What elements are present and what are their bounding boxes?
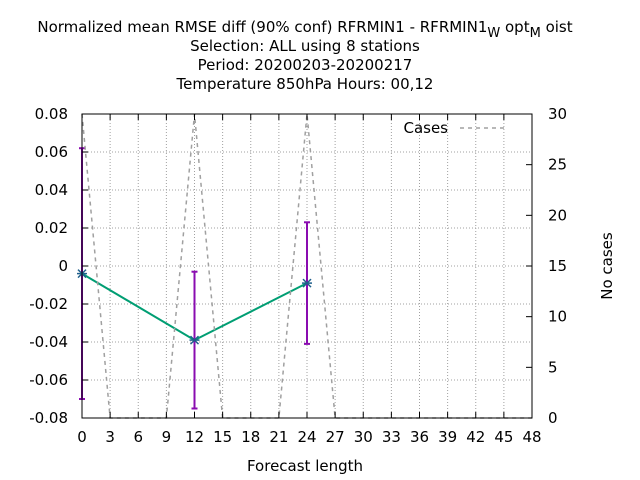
x-tick-label: 33: [382, 428, 401, 446]
x-tick-label: 12: [185, 428, 204, 446]
data-point: [302, 278, 312, 288]
y2-tick-label: 10: [548, 308, 567, 326]
y2-tick-label: 5: [548, 358, 558, 376]
y2-tick-label: 20: [548, 206, 567, 224]
x-axis-label: Forecast length: [247, 457, 363, 475]
chart-title-line: Normalized mean RMSE diff (90% conf) RFR…: [37, 18, 572, 41]
y-tick-label: -0.04: [29, 333, 68, 351]
x-tick-label: 42: [466, 428, 485, 446]
x-tick-label: 24: [297, 428, 316, 446]
x-tick-label: 27: [326, 428, 345, 446]
x-tick-label: 3: [105, 428, 115, 446]
chart-title-line: Temperature 850hPa Hours: 00,12: [176, 75, 434, 93]
y-tick-label: -0.08: [29, 409, 68, 427]
x-tick-label: 36: [410, 428, 429, 446]
x-tick-label: 9: [162, 428, 172, 446]
y2-tick-label: 0: [548, 409, 558, 427]
data-point: [189, 335, 200, 345]
chart-title-line: Period: 20200203-20200217: [198, 56, 413, 74]
x-tick-label: 39: [438, 428, 457, 446]
y-tick-label: -0.02: [29, 295, 68, 313]
legend-label: Cases: [403, 119, 448, 137]
y-tick-label: 0: [58, 257, 68, 275]
chart-title: Normalized mean RMSE diff (90% conf) RFR…: [37, 18, 572, 93]
x-tick-label: 30: [354, 428, 373, 446]
x-tick-label: 21: [269, 428, 288, 446]
y-tick-label: 0.02: [35, 219, 68, 237]
x-tick-label: 45: [494, 428, 513, 446]
y2-tick-label: 30: [548, 105, 567, 123]
y2-axis-label: No cases: [598, 232, 616, 300]
y2-tick-label: 25: [548, 156, 567, 174]
axis-ticks: 0 3 6 9 12 15 18 21 24 27 30 33 36 39 42 45 480.080.060.…: [29, 105, 567, 446]
chart-title-line: Selection: ALL using 8 stations: [190, 37, 420, 55]
cases-line: [81, 113, 532, 419]
x-tick-label: 18: [241, 428, 260, 446]
x-tick-label: 0: [77, 428, 87, 446]
x-tick-label: 15: [213, 428, 232, 446]
y-tick-label: -0.06: [29, 371, 68, 389]
x-tick-label: 48: [522, 428, 541, 446]
y2-tick-label: 15: [548, 257, 567, 275]
y-tick-label: 0.08: [35, 105, 68, 123]
y-tick-label: 0.04: [35, 181, 68, 199]
y-tick-label: 0.06: [35, 143, 68, 161]
legend: Cases: [403, 119, 506, 137]
x-tick-label: 6: [133, 428, 143, 446]
